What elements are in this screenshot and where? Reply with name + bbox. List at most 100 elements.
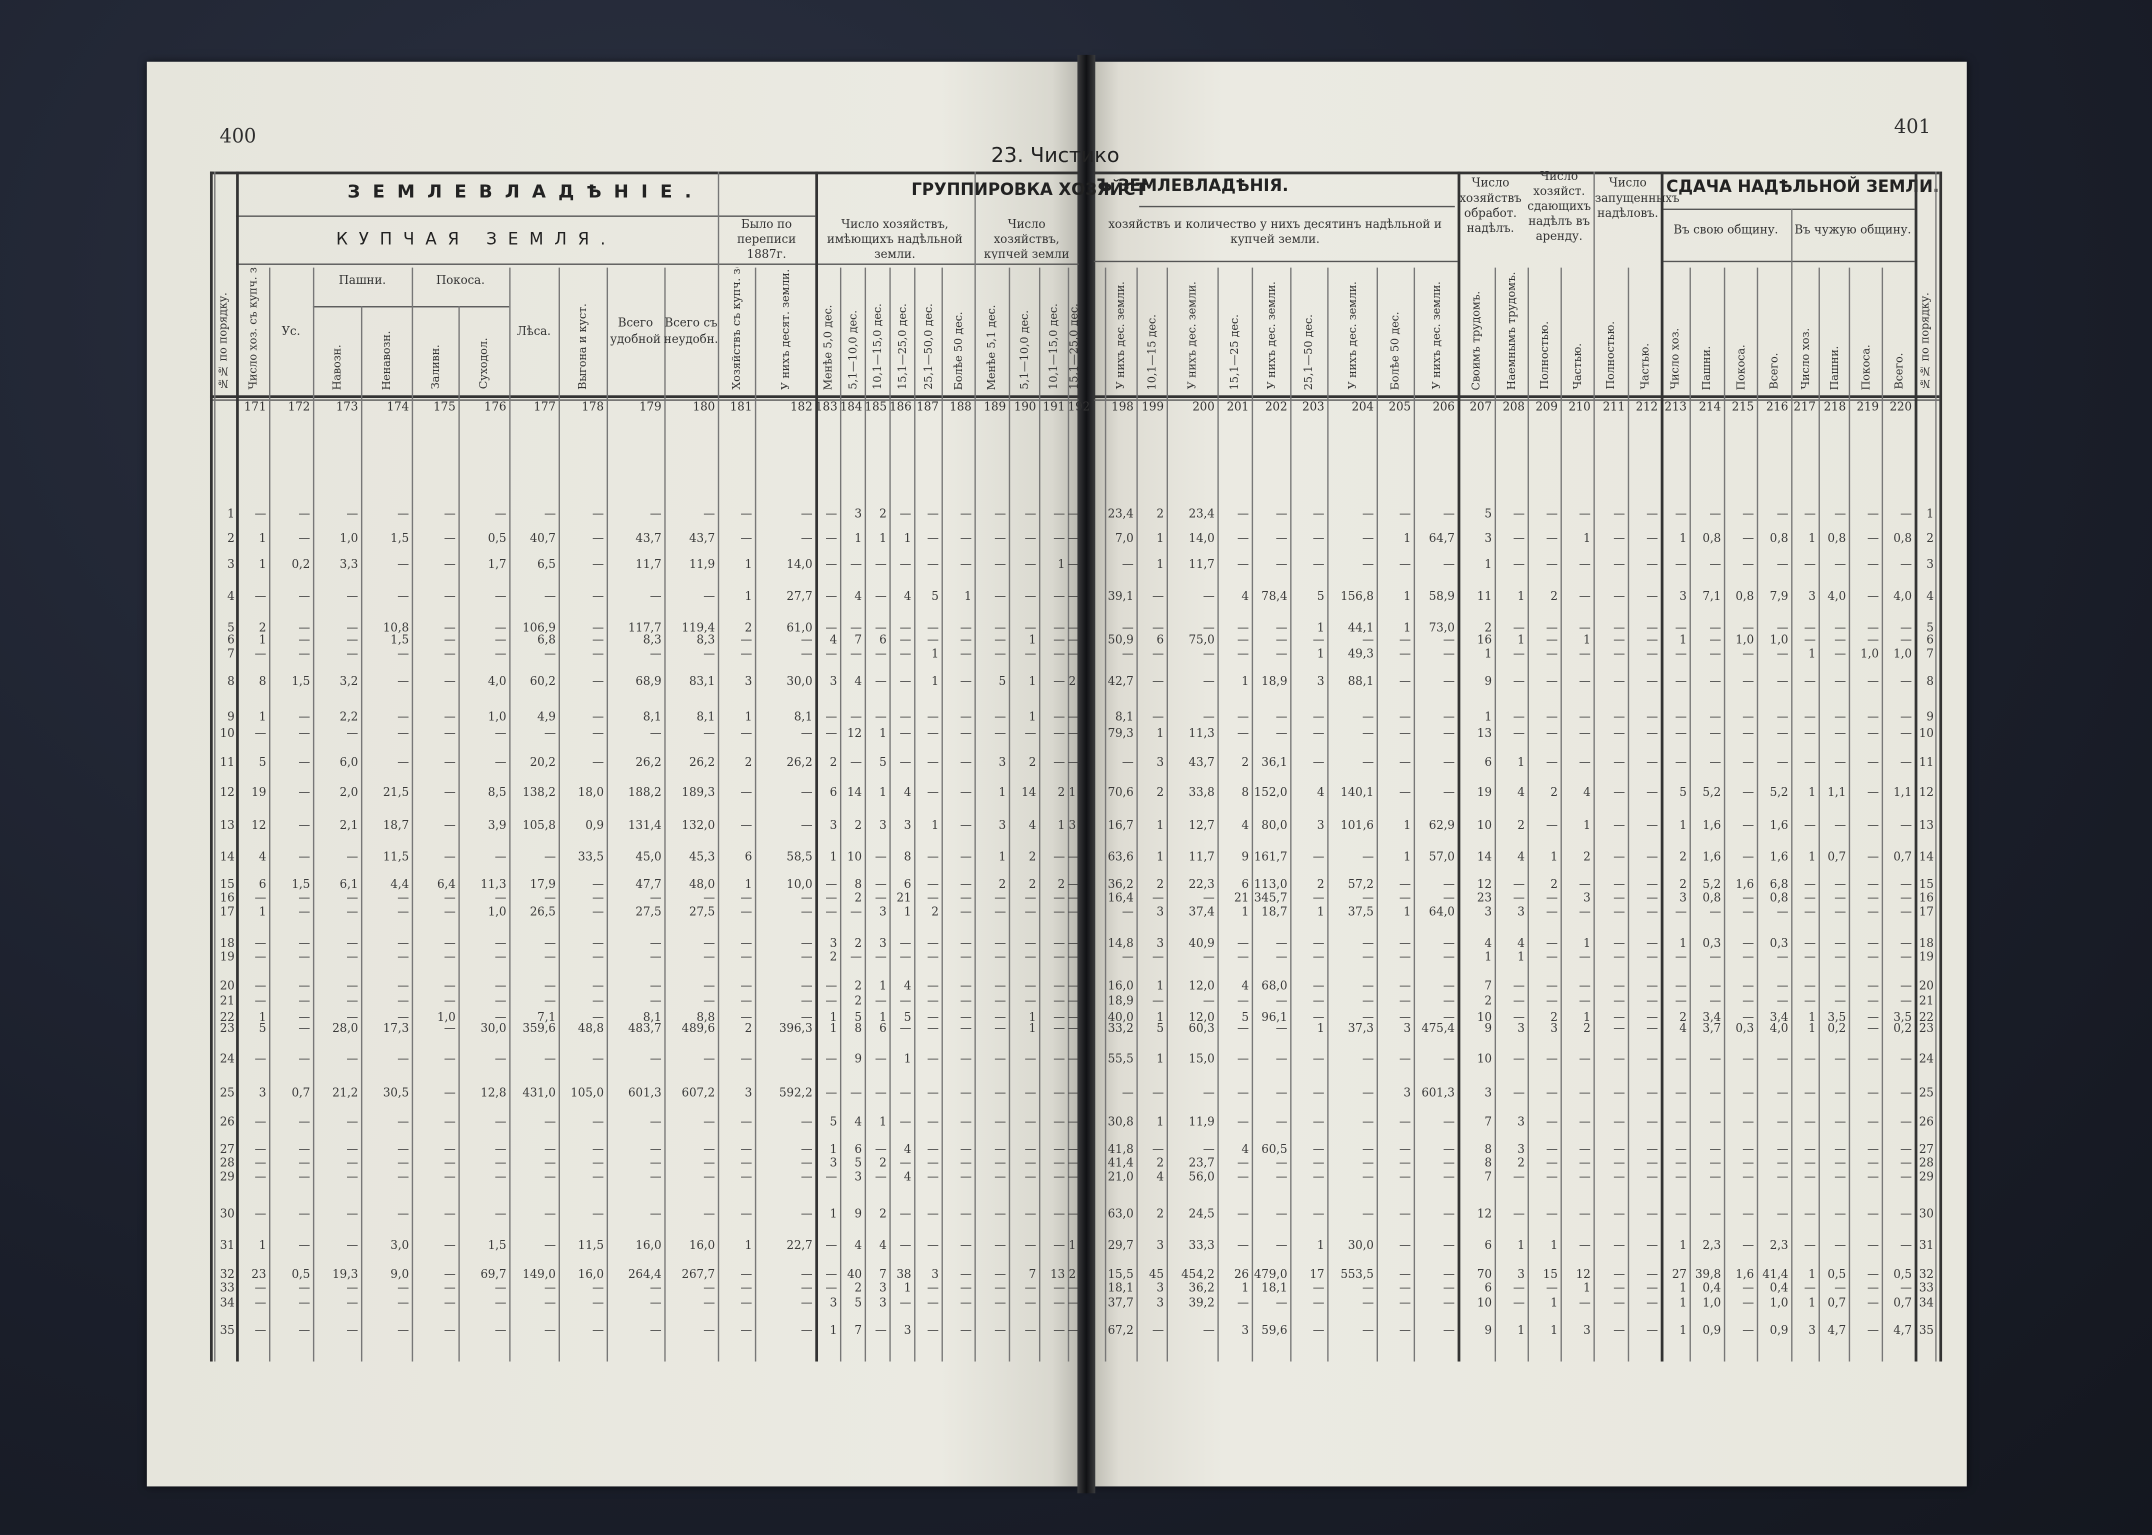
table-cell: 12 — [1575, 1268, 1591, 1282]
table-cell: — — [1362, 1207, 1374, 1222]
table-cell: — — [1362, 532, 1374, 547]
table-cell: — — [1776, 558, 1789, 573]
table-cell: — — [1362, 850, 1374, 865]
table-cell: — — [1053, 1157, 1066, 1171]
table-cell: — — [254, 1297, 267, 1311]
table-cell: — — [298, 937, 311, 952]
table-cell: — — [1834, 756, 1847, 770]
table-cell: 2 — [1317, 878, 1325, 893]
table-cell: 1 — [258, 905, 267, 920]
column-number: 178 — [581, 400, 604, 415]
table-cell: — — [960, 1170, 972, 1185]
row-number-right: 30 — [1918, 1207, 1934, 1222]
table-cell: — — [592, 647, 604, 662]
table-cell: — — [825, 995, 838, 1009]
table-cell: 3 — [744, 675, 753, 689]
table-cell: — — [960, 727, 972, 742]
table-cell: — — [1579, 878, 1591, 893]
table-cell: 38 — [896, 1268, 912, 1282]
table-cell: — — [850, 951, 862, 965]
table-cell: 6 — [744, 850, 753, 865]
table-cell: — — [1804, 1115, 1816, 1130]
table-cell: — — [1067, 979, 1080, 994]
table-cell: — — [1804, 710, 1816, 725]
table-cell: — — [649, 1052, 662, 1067]
page-number-right: 401 — [1894, 116, 1931, 139]
table-cell: 11,7 — [635, 558, 662, 573]
table-cell: 3,7 — [1702, 1022, 1722, 1037]
table-cell: 0,2 — [291, 558, 311, 573]
table-cell: 1 — [1317, 647, 1325, 662]
table-cell: — — [1834, 727, 1847, 742]
column-header-label: Ненавозн. — [380, 330, 393, 390]
table-cell: — — [1546, 905, 1558, 920]
table-cell: 1 — [1241, 675, 1249, 689]
column-header-label: Число хоз. съ купч. землей. — [246, 267, 259, 390]
table-cell: 11,3 — [1188, 727, 1215, 742]
table-cell: 3 — [1156, 1239, 1164, 1254]
table-cell: 1,6 — [1769, 850, 1789, 865]
table-cell: 5 — [931, 590, 939, 604]
column-number: 204 — [1351, 400, 1374, 415]
table-cell: 1 — [1484, 647, 1492, 662]
row-number-left: 8 — [227, 675, 235, 689]
row-number-right: 32 — [1918, 1268, 1934, 1282]
table-cell: 43,7 — [689, 532, 716, 547]
table-cell: — — [1646, 1297, 1658, 1311]
table-cell: — — [1579, 727, 1591, 742]
row-number-right: 18 — [1918, 937, 1934, 952]
table-cell: — — [298, 850, 311, 865]
table-cell: 3,5 — [1893, 1011, 1912, 1026]
table-cell: 1 — [1517, 590, 1525, 604]
table-cell: — — [1867, 1281, 1879, 1296]
table-cell: 2 — [829, 756, 838, 770]
table-cell: — — [1067, 634, 1080, 648]
table-cell: — — [1152, 995, 1164, 1009]
table-cell: — — [1275, 1087, 1288, 1101]
table-cell: — — [1613, 558, 1626, 573]
table-cell: 483,7 — [628, 1022, 662, 1037]
table-cell: 1,0 — [1769, 1297, 1789, 1311]
column-header-label: Менѣе 5,0 дес. — [821, 304, 834, 390]
table-cell: — — [800, 979, 813, 994]
table-cell: — — [994, 647, 1007, 662]
table-cell: — — [1546, 756, 1558, 770]
table-cell: 2 — [1156, 1207, 1164, 1222]
table-cell: 106,9 — [522, 621, 556, 636]
column-header-213: Число хоз. — [1661, 268, 1690, 389]
table-cell: — — [1867, 1268, 1879, 1282]
table-cell: — — [1513, 727, 1525, 742]
row-number-right: 15 — [1918, 878, 1934, 893]
table-cell: — — [1675, 507, 1687, 522]
table-cell: — — [544, 1281, 556, 1296]
table-cell: — — [444, 1281, 456, 1296]
table-cell: 26,5 — [529, 905, 556, 920]
table-cell: 14 — [847, 786, 862, 801]
table-cell: 1 — [1057, 819, 1066, 834]
table-cell: — — [1742, 819, 1755, 834]
table-cell: — — [1867, 878, 1879, 893]
table-cell: 3,4 — [1769, 1011, 1789, 1026]
table-cell: 601,3 — [1421, 1087, 1455, 1101]
table-cell: 1,1 — [1827, 786, 1847, 801]
table-cell: 1,6 — [1769, 819, 1789, 834]
column-header-172: Ус. — [281, 324, 301, 339]
table-cell: 16,0 — [577, 1268, 604, 1282]
table-cell: — — [1443, 1011, 1455, 1026]
table-cell: — — [1443, 786, 1455, 801]
table-cell: — — [1742, 905, 1755, 920]
table-cell: — — [346, 850, 359, 865]
table-cell: 1 — [879, 727, 887, 742]
column-header-label: Число хоз. — [1798, 328, 1812, 390]
table-cell: 1 — [1156, 819, 1164, 834]
table-cell: — — [494, 621, 507, 636]
table-cell: 1,0 — [339, 532, 359, 547]
table-cell: — — [346, 979, 359, 994]
column-header-label: У нихъ десят. земли. — [778, 268, 792, 390]
table-cell: 1 — [879, 532, 887, 547]
table-cell: — — [1646, 951, 1658, 965]
table-cell: — — [800, 786, 813, 801]
table-cell: — — [1237, 647, 1249, 662]
table-cell: — — [1675, 756, 1687, 770]
table-cell: 1 — [744, 878, 753, 893]
